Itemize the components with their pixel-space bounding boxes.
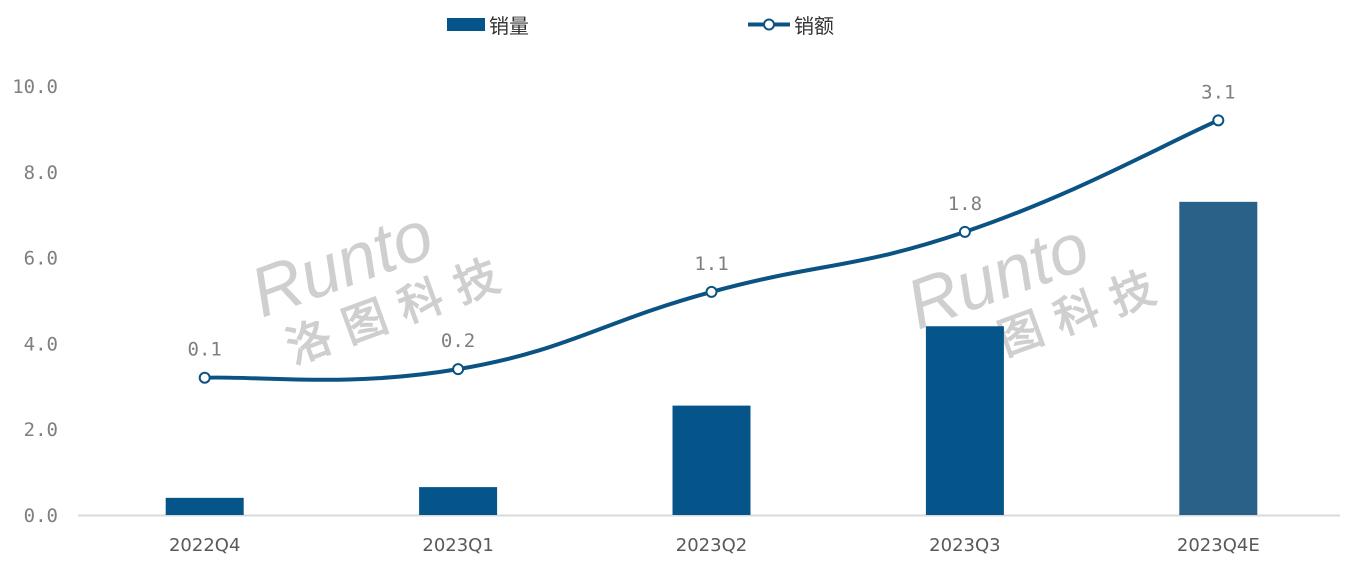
x-tick-label: 2023Q3	[929, 535, 1000, 556]
x-tick-label: 2022Q4	[169, 535, 240, 556]
line-point-2023Q3	[958, 225, 971, 238]
line-point-2023Q2	[705, 285, 718, 298]
legend-label-line: 销额	[794, 14, 834, 38]
x-tick-label: 2023Q1	[422, 535, 493, 556]
line-data-label: 1.8	[948, 193, 982, 215]
line-series: 0.1 0.2 1.1 1.8 3.1	[188, 81, 1235, 384]
y-tick-label: 4.0	[24, 333, 58, 355]
y-tick-label: 8.0	[24, 162, 58, 184]
bar-2023Q2	[672, 405, 751, 515]
bar-2023Q3	[925, 326, 1004, 515]
line-data-label: 3.1	[1201, 81, 1235, 103]
line-data-label: 0.2	[441, 330, 475, 352]
legend-swatch-bar	[447, 18, 485, 31]
x-tick-label: 2023Q4E	[1177, 535, 1260, 556]
y-tick-label: 10.0	[12, 76, 58, 98]
legend-marker-icon	[763, 18, 775, 31]
y-tick-label: 6.0	[24, 248, 58, 270]
y-tick-label: 0.0	[24, 505, 58, 527]
x-axis: 2022Q4 2023Q1 2023Q2 2023Q3 2023Q4E	[169, 535, 1260, 556]
line-data-label: 1.1	[694, 253, 728, 275]
line-data-label: 0.1	[188, 339, 222, 361]
line-point-2023Q1	[452, 363, 465, 376]
y-axis: 0.0 2.0 4.0 6.0 8.0 10.0	[12, 76, 58, 527]
bar-2023Q4E	[1179, 201, 1258, 515]
legend: 销量 销额	[447, 14, 834, 38]
bar-series	[165, 201, 1258, 515]
legend-label-bar: 销量	[489, 14, 529, 38]
y-tick-label: 2.0	[24, 419, 58, 441]
line-point-2023Q4E	[1212, 114, 1225, 127]
bar-2022Q4	[165, 497, 244, 515]
line-point-2022Q4	[198, 371, 211, 384]
x-tick-label: 2023Q2	[676, 535, 747, 556]
bar-2023Q1	[419, 487, 498, 515]
